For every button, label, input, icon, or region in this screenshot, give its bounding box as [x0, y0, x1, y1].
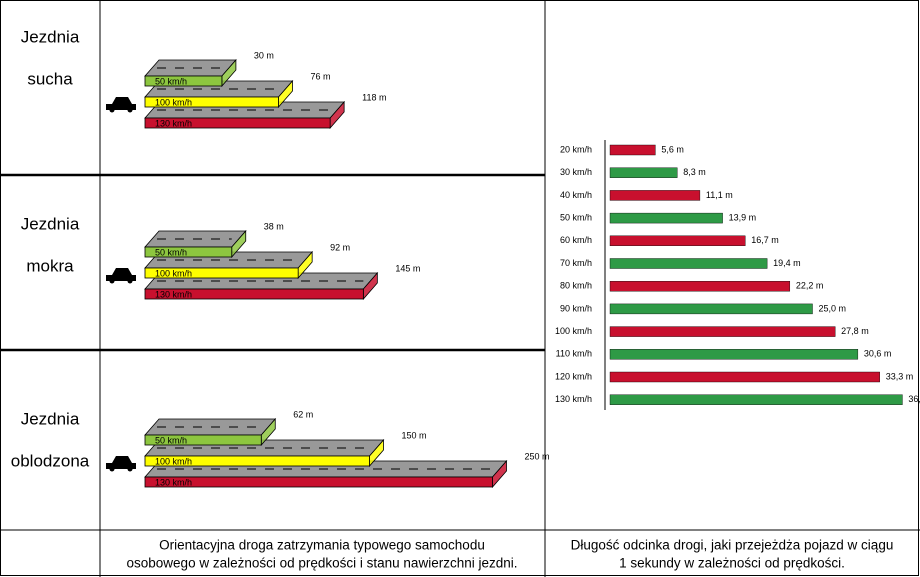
speed-label: 130 km/h — [155, 289, 192, 299]
bar — [609, 167, 678, 178]
wheel — [127, 278, 133, 284]
caption: Orientacyjna droga zatrzymania typowego … — [159, 538, 485, 553]
bar — [609, 326, 836, 337]
bar — [609, 371, 880, 383]
value-label: 22,2 m — [796, 281, 824, 291]
road-front — [144, 96, 279, 108]
panel-label: mokra — [26, 256, 74, 275]
bar — [609, 235, 746, 247]
road-slab — [144, 417, 277, 447]
road-front — [144, 117, 331, 129]
road-front — [144, 455, 370, 467]
road-front — [144, 75, 223, 87]
car-icon — [106, 97, 136, 113]
road-slab — [144, 58, 237, 88]
distance-label: 118 m — [362, 92, 386, 102]
speed-label: 100 km/h — [155, 456, 192, 466]
speed-label: 50 km/h — [155, 76, 187, 86]
bar — [609, 212, 723, 224]
road-front — [144, 267, 299, 279]
speed-label: 20 km/h — [560, 144, 592, 154]
distance-label: 145 m — [395, 263, 420, 273]
speed-label: 50 km/h — [155, 247, 187, 257]
speed-label: 90 km/h — [560, 303, 592, 313]
value-label: 11,1 m — [706, 190, 733, 200]
wheel — [109, 107, 115, 113]
distance-label: 62 m — [293, 409, 313, 419]
bar — [609, 303, 813, 315]
bar — [609, 258, 768, 269]
panel-label: Jezdnia — [21, 27, 80, 46]
wheel — [127, 107, 133, 113]
distance-label: 30 m — [254, 50, 274, 60]
distance-label: 38 m — [264, 221, 284, 231]
value-label: 16,7 m — [751, 235, 779, 245]
caption: 1 sekundy w zależności od prędkości. — [619, 556, 845, 571]
wheel — [109, 466, 115, 472]
car-body — [106, 268, 136, 281]
speed-label: 100 km/h — [155, 268, 192, 278]
value-label: 36,1 m — [908, 394, 920, 404]
panel-label: sucha — [27, 69, 73, 88]
caption: osobowego w zależności od prędkości i st… — [127, 556, 518, 571]
speed-label: 130 km/h — [555, 394, 592, 404]
distance-label: 150 m — [402, 430, 427, 440]
value-label: 25,0 m — [819, 303, 847, 313]
value-label: 13,9 m — [729, 212, 757, 222]
value-label: 27,8 m — [841, 326, 869, 336]
caption: Długość odcinka drogi, jaki przejeżdża p… — [571, 538, 894, 553]
speed-label: 110 km/h — [556, 349, 592, 359]
speed-label: 50 km/h — [155, 435, 187, 445]
speed-label: 100 km/h — [155, 97, 192, 107]
speed-label: 40 km/h — [560, 190, 592, 200]
value-label: 8,3 m — [683, 167, 706, 177]
value-label: 33,3 m — [886, 371, 914, 381]
road-front — [144, 476, 493, 488]
bar — [609, 190, 701, 201]
road-front — [144, 246, 233, 258]
car-icon — [106, 456, 136, 472]
wheel — [127, 466, 133, 472]
speed-label: 60 km/h — [560, 235, 592, 245]
value-label: 19,4 m — [773, 258, 801, 268]
distance-label: 92 m — [330, 242, 350, 252]
speed-label: 50 km/h — [560, 212, 592, 222]
speed-label: 80 km/h — [560, 281, 592, 291]
car-body — [106, 456, 136, 469]
car-icon — [106, 268, 136, 284]
speed-label: 100 km/h — [555, 326, 592, 336]
road-front — [144, 434, 262, 446]
bar — [609, 394, 903, 405]
bar — [609, 144, 656, 156]
panel-label: Jezdnia — [21, 214, 80, 233]
speed-label: 120 km/h — [555, 371, 592, 381]
bar — [609, 349, 859, 360]
speed-label: 70 km/h — [560, 258, 592, 268]
distance-label: 76 m — [310, 71, 330, 81]
car-body — [106, 97, 136, 110]
value-label: 30,6 m — [864, 349, 892, 359]
value-label: 5,6 m — [661, 144, 684, 154]
speed-label: 130 km/h — [155, 477, 192, 487]
road-front — [144, 288, 364, 300]
speed-label: 30 km/h — [560, 167, 592, 177]
road-slab — [144, 229, 247, 259]
panel-label: Jezdnia — [21, 409, 80, 428]
panel-label: oblodzona — [11, 451, 90, 470]
speed-label: 130 km/h — [155, 118, 192, 128]
wheel — [109, 278, 115, 284]
bar — [609, 281, 791, 292]
distance-label: 250 m — [525, 451, 550, 461]
